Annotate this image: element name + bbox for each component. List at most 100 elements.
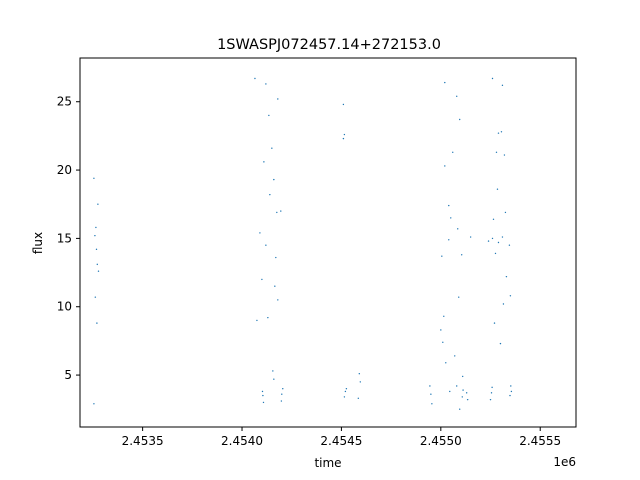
x-axis-label: time	[314, 456, 341, 470]
data-point	[343, 396, 346, 398]
data-point	[491, 386, 493, 389]
data-point	[277, 98, 279, 100]
data-point	[459, 408, 461, 410]
data-point	[259, 232, 261, 234]
data-point	[510, 390, 513, 393]
data-point	[444, 81, 446, 84]
data-point	[95, 248, 98, 251]
data-point	[503, 154, 506, 156]
data-point	[494, 252, 497, 255]
data-point	[450, 217, 452, 219]
data-point	[344, 390, 347, 393]
x-tick-label: 2.4540	[221, 434, 263, 448]
data-point	[93, 177, 95, 179]
y-tick-label: 15	[57, 231, 72, 245]
data-point	[430, 393, 432, 395]
data-point	[261, 390, 264, 393]
data-point	[509, 295, 512, 297]
data-point	[95, 226, 97, 229]
data-point	[265, 244, 267, 246]
data-point	[461, 396, 463, 398]
data-point	[281, 393, 283, 395]
data-point	[442, 341, 444, 343]
data-point	[94, 234, 96, 237]
data-point	[448, 204, 450, 207]
data-point	[460, 254, 463, 256]
data-point	[461, 375, 464, 378]
data-point	[275, 256, 277, 259]
data-point	[440, 329, 442, 331]
data-point	[267, 316, 269, 319]
data-point	[499, 342, 502, 345]
data-point	[345, 388, 348, 390]
data-point	[449, 390, 451, 393]
data-point	[501, 84, 504, 87]
data-point	[487, 240, 490, 242]
y-axis-label: flux	[31, 232, 45, 254]
data-point	[273, 378, 275, 380]
data-point	[261, 278, 263, 281]
data-point	[465, 392, 468, 394]
y-tick-label: 10	[57, 300, 72, 314]
data-point	[282, 388, 284, 390]
data-point	[342, 103, 345, 106]
data-point	[443, 315, 445, 317]
data-point	[445, 362, 447, 364]
data-point	[493, 322, 496, 324]
data-point	[358, 373, 361, 375]
data-point	[456, 385, 458, 387]
data-point	[277, 299, 279, 301]
data-point	[263, 161, 265, 163]
data-point	[256, 319, 258, 322]
data-point	[276, 211, 278, 214]
data-point	[429, 385, 431, 387]
data-point	[448, 239, 450, 241]
data-point	[491, 77, 494, 80]
x-axis-offset-label: 1e6	[553, 455, 576, 469]
chart-title: 1SWASPJ072457.14+272153.0	[217, 37, 441, 53]
data-point	[271, 147, 273, 149]
data-point	[497, 241, 500, 244]
data-point	[490, 392, 493, 394]
data-point	[459, 118, 461, 121]
data-point	[280, 400, 283, 402]
data-point	[431, 403, 433, 405]
data-point	[505, 275, 508, 278]
x-tick-label: 2.4545	[320, 434, 362, 448]
data-point	[268, 114, 270, 117]
data-point	[265, 83, 267, 85]
data-point	[96, 263, 98, 266]
data-point	[273, 178, 275, 181]
data-point	[93, 403, 95, 405]
data-point	[492, 218, 495, 220]
data-point	[469, 236, 472, 238]
x-axis-ticks: 2.4535 2.4540 2.4545 2.4550 2.4555	[122, 427, 561, 448]
data-point	[508, 244, 511, 246]
data-point	[502, 303, 505, 305]
data-point	[496, 188, 499, 190]
x-tick-label: 2.4550	[420, 434, 462, 448]
data-point	[343, 133, 346, 136]
data-point	[510, 385, 512, 387]
data-point	[97, 270, 100, 272]
data-point	[357, 397, 360, 399]
data-point	[254, 77, 256, 80]
data-point	[501, 236, 504, 238]
data-point	[491, 237, 494, 240]
data-point	[495, 151, 498, 153]
data-point	[262, 401, 265, 404]
data-point	[272, 370, 274, 372]
x-tick-label: 2.4555	[519, 434, 561, 448]
data-point	[509, 394, 511, 397]
data-point	[504, 211, 507, 214]
data-point	[456, 95, 458, 97]
data-point	[500, 131, 503, 133]
data-point	[359, 381, 362, 383]
data-point	[452, 151, 454, 153]
data-point	[462, 389, 464, 391]
data-point	[441, 255, 443, 257]
data-point	[97, 203, 99, 205]
data-points	[93, 77, 513, 410]
data-point	[489, 398, 492, 401]
